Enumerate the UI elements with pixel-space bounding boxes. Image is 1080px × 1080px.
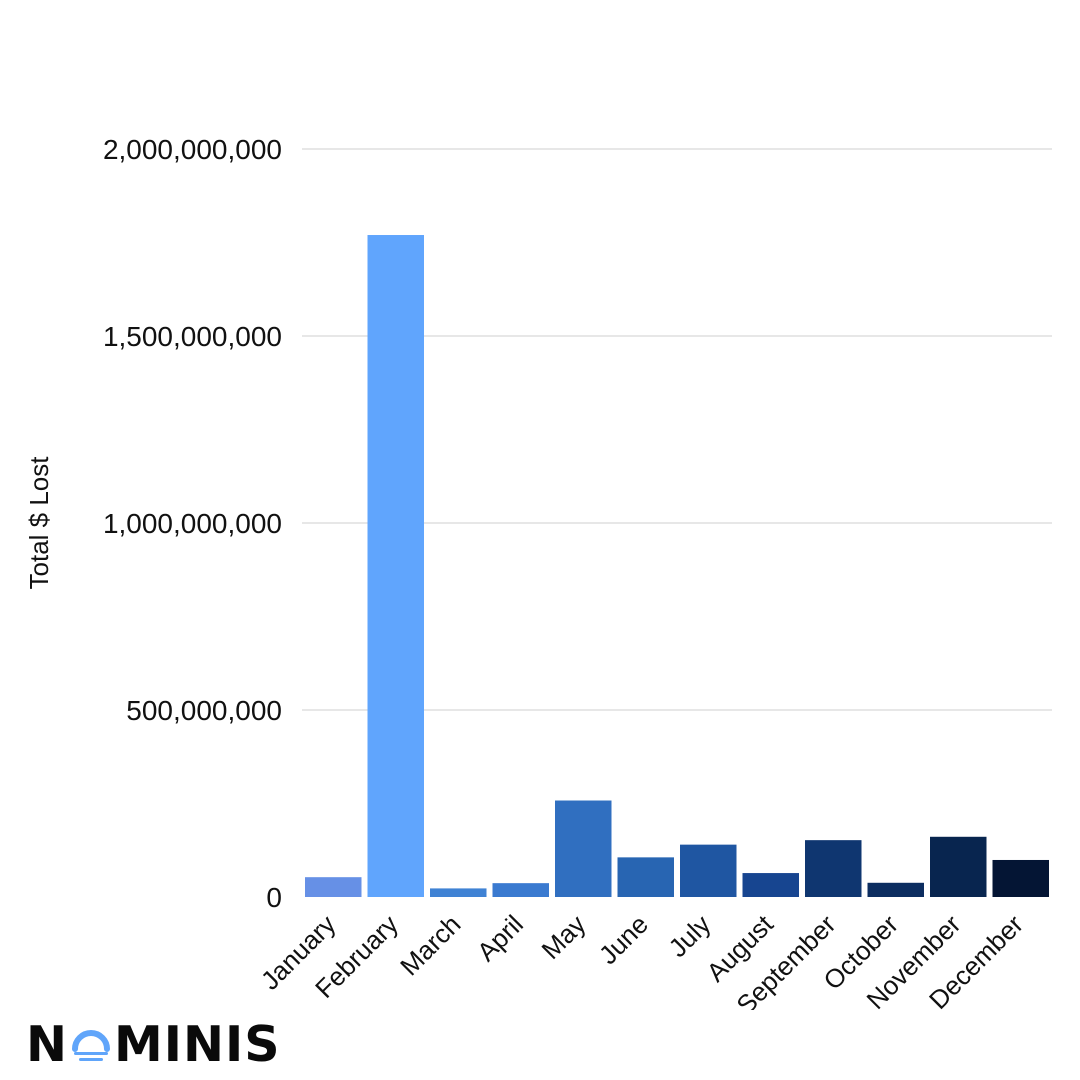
bar-december	[992, 859, 1049, 897]
y-tick-label: 0	[266, 882, 282, 913]
logo-text-n: N	[26, 1016, 69, 1073]
y-tick-label: 2,000,000,000	[103, 134, 282, 165]
y-axis-tick-labels: 0 500,000,000 1,000,000,000 1,500,000,000 2,…	[103, 134, 282, 913]
bar-august	[742, 873, 799, 897]
y-axis-label: Total $ Lost	[24, 456, 54, 590]
bar-chart: 0 500,000,000 1,000,000,000 1,500,000,000 2,…	[24, 134, 1052, 1010]
bar-february	[367, 235, 424, 897]
wave-o-icon	[72, 1030, 111, 1061]
y-tick-label: 500,000,000	[126, 695, 282, 726]
x-tick-label-july: July	[663, 909, 717, 963]
nominis-logo: N MINIS	[26, 1018, 281, 1072]
bar-march	[430, 888, 487, 897]
x-tick-label-june: June	[593, 909, 654, 970]
x-tick-label-march: March	[394, 909, 466, 981]
bar-may	[555, 800, 612, 897]
bar-january	[305, 877, 362, 897]
bar-april	[492, 883, 549, 897]
y-tick-label: 1,500,000,000	[103, 321, 282, 352]
bar-september	[805, 840, 862, 897]
x-tick-label-april: April	[471, 909, 529, 967]
x-tick-label-may: May	[536, 909, 592, 965]
bar-july	[680, 844, 737, 897]
y-tick-label: 1,000,000,000	[103, 508, 282, 539]
logo-text-minis: MINIS	[114, 1016, 281, 1073]
bar-november	[930, 836, 987, 897]
bars	[305, 235, 1049, 897]
bar-june	[617, 857, 674, 897]
gridlines	[302, 148, 1052, 711]
bar-october	[867, 882, 924, 897]
